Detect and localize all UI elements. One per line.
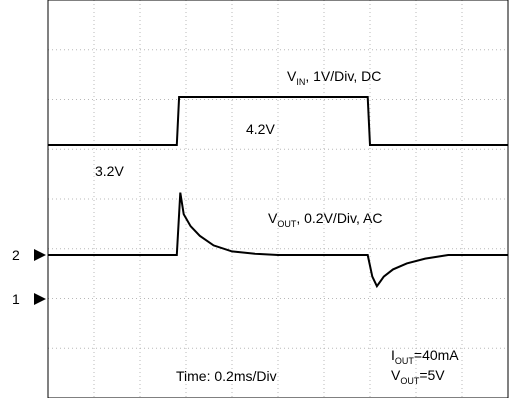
vin-series-label: VIN, 1V/Div, DC: [287, 68, 381, 87]
iout-annotation: IOUT=40mA: [391, 347, 459, 366]
channel-marker-arrow-icon: [34, 249, 46, 261]
grid: [48, 0, 508, 398]
vout-annotation: VOUT=5V: [391, 367, 445, 386]
channel-markers: 21: [12, 247, 46, 307]
level-label-high: 4.2V: [246, 121, 275, 137]
channel-marker-arrow-icon: [34, 293, 46, 305]
trace-vin: [48, 96, 508, 146]
plot-frame: [47, 0, 509, 398]
time-base-label: Time: 0.2ms/Div: [176, 368, 277, 384]
channel-marker-label: 2: [12, 247, 20, 263]
vout-series-label: VOUT, 0.2V/Div, AC: [268, 210, 382, 229]
trace-vout: [48, 192, 508, 289]
channel-marker-label: 1: [12, 291, 20, 307]
level-label-low: 3.2V: [95, 163, 124, 179]
